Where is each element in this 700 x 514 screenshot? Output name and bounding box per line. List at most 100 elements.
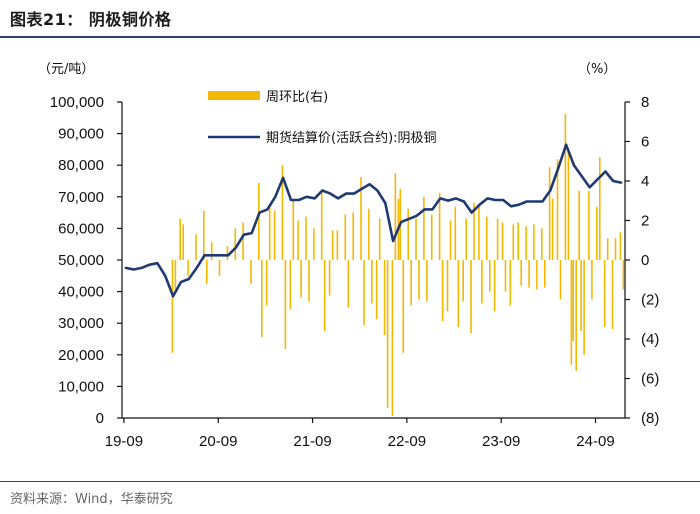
- weekly-change-bar: [580, 260, 582, 332]
- weekly-change-bar: [622, 260, 625, 290]
- right-tick-label: (8): [641, 410, 659, 427]
- weekly-change-bar: [603, 260, 606, 328]
- weekly-change-bar: [328, 260, 331, 296]
- weekly-change-bar: [284, 260, 287, 349]
- weekly-change-bar: [226, 246, 229, 260]
- weekly-change-bar: [336, 230, 339, 260]
- right-tick-label: (6): [641, 371, 659, 388]
- weekly-change-bar: [465, 218, 467, 260]
- weekly-change-bar: [525, 226, 527, 260]
- weekly-change-bar: [218, 260, 221, 276]
- weekly-change-bar: [486, 216, 488, 260]
- weekly-change-bar: [273, 210, 276, 260]
- weekly-change-bar: [462, 260, 464, 302]
- weekly-change-bar: [375, 260, 378, 320]
- weekly-change-bar: [386, 260, 389, 409]
- weekly-change-bar: [570, 260, 573, 365]
- right-tick-label: (4): [641, 331, 659, 348]
- weekly-change-bar: [520, 260, 522, 286]
- right-tick-label: 6: [641, 134, 649, 151]
- weekly-change-bar: [195, 234, 197, 260]
- weekly-change-bar: [572, 260, 574, 341]
- weekly-change-bar: [481, 260, 483, 304]
- left-axis-ticks: 0 10,000 20,000 30,000 40,000 50,000 60,000 70,…: [50, 94, 122, 427]
- weekly-change-bar: [614, 238, 617, 260]
- weekly-change-bar: [536, 260, 538, 290]
- weekly-change-bar: [179, 218, 181, 260]
- weekly-change-bar: [578, 190, 580, 260]
- weekly-change-bar: [261, 260, 263, 337]
- left-tick-label: 50,000: [58, 252, 104, 269]
- weekly-change-bar: [583, 260, 585, 355]
- weekly-change-bar: [402, 260, 405, 353]
- weekly-change-bar: [344, 214, 347, 260]
- weekly-change-bar: [430, 214, 433, 260]
- weekly-change-bar: [606, 238, 609, 260]
- weekly-change-bar: [489, 260, 491, 292]
- weekly-change-bar: [493, 260, 496, 312]
- x-tick-label: 22-09: [388, 433, 426, 450]
- weekly-change-bar: [347, 260, 350, 308]
- weekly-change-bar: [289, 260, 292, 310]
- weekly-change-bar: [509, 260, 512, 306]
- weekly-change-bar: [305, 216, 307, 260]
- left-tick-label: 10,000: [58, 378, 104, 395]
- weekly-change-bar: [268, 204, 271, 260]
- x-tick-label: 24-09: [576, 433, 614, 450]
- weekly-change-bar: [556, 159, 559, 260]
- weekly-change-bar: [378, 218, 381, 260]
- weekly-change-bar: [394, 173, 397, 260]
- weekly-change-bar: [265, 260, 268, 306]
- weekly-change-bar: [210, 242, 213, 260]
- weekly-change-bar: [297, 220, 299, 260]
- weekly-change-bar: [407, 208, 409, 260]
- weekly-change-bar: [368, 208, 370, 260]
- weekly-change-bar: [446, 260, 449, 312]
- weekly-change-bar: [203, 210, 205, 260]
- left-tick-label: 100,000: [50, 94, 104, 111]
- right-tick-label: 4: [641, 173, 649, 190]
- left-axis-unit: （元/吨）: [38, 62, 94, 77]
- weekly-change-bar: [320, 190, 323, 260]
- weekly-change-bar: [575, 260, 577, 371]
- weekly-change-bar: [171, 260, 174, 353]
- weekly-change-bar: [528, 260, 530, 288]
- weekly-change-bar: [551, 198, 554, 260]
- weekly-change-bar: [391, 260, 394, 416]
- legend-line-label: 期货结算价(活跃合约):阴极铜: [266, 130, 437, 146]
- right-tick-label: (2): [641, 292, 659, 309]
- weekly-change-bar: [331, 230, 334, 260]
- weekly-change-bar: [470, 260, 472, 334]
- weekly-change-bar: [206, 260, 208, 284]
- figure-title: 图表21： 阴极铜价格: [10, 10, 172, 29]
- weekly-change-bar: [611, 260, 614, 330]
- title-rule: [0, 36, 700, 38]
- weekly-change-bar: [313, 228, 315, 260]
- weekly-change-bar: [415, 218, 417, 260]
- weekly-change-bar: [548, 167, 551, 260]
- left-tick-label: 70,000: [58, 189, 104, 206]
- weekly-change-bar: [619, 232, 622, 260]
- source-note: 资料来源：Wind，华泰研究: [10, 492, 173, 507]
- weekly-change-bar: [544, 260, 546, 288]
- right-tick-label: 2: [641, 213, 649, 230]
- weekly-change-bar: [564, 113, 567, 260]
- weekly-change-bar: [423, 196, 425, 260]
- legend-bar-swatch: [208, 91, 260, 100]
- right-tick-label: 8: [641, 94, 649, 111]
- weekly-change-bar: [599, 157, 601, 260]
- weekly-change-bar: [258, 183, 260, 260]
- weekly-change-bar: [410, 260, 412, 306]
- weekly-change-bar: [182, 224, 184, 260]
- weekly-change-bar: [559, 260, 562, 300]
- weekly-change-bar: [292, 200, 295, 261]
- weekly-change-bar: [449, 220, 452, 260]
- left-tick-label: 20,000: [58, 347, 104, 364]
- weekly-change-bar: [234, 228, 237, 260]
- left-tick-label: 90,000: [58, 126, 104, 143]
- left-tick-label: 0: [96, 410, 104, 427]
- weekly-change-bar: [187, 260, 189, 276]
- weekly-change-bar: [383, 260, 386, 336]
- weekly-change-bar: [504, 260, 507, 292]
- source-rule: [0, 481, 700, 482]
